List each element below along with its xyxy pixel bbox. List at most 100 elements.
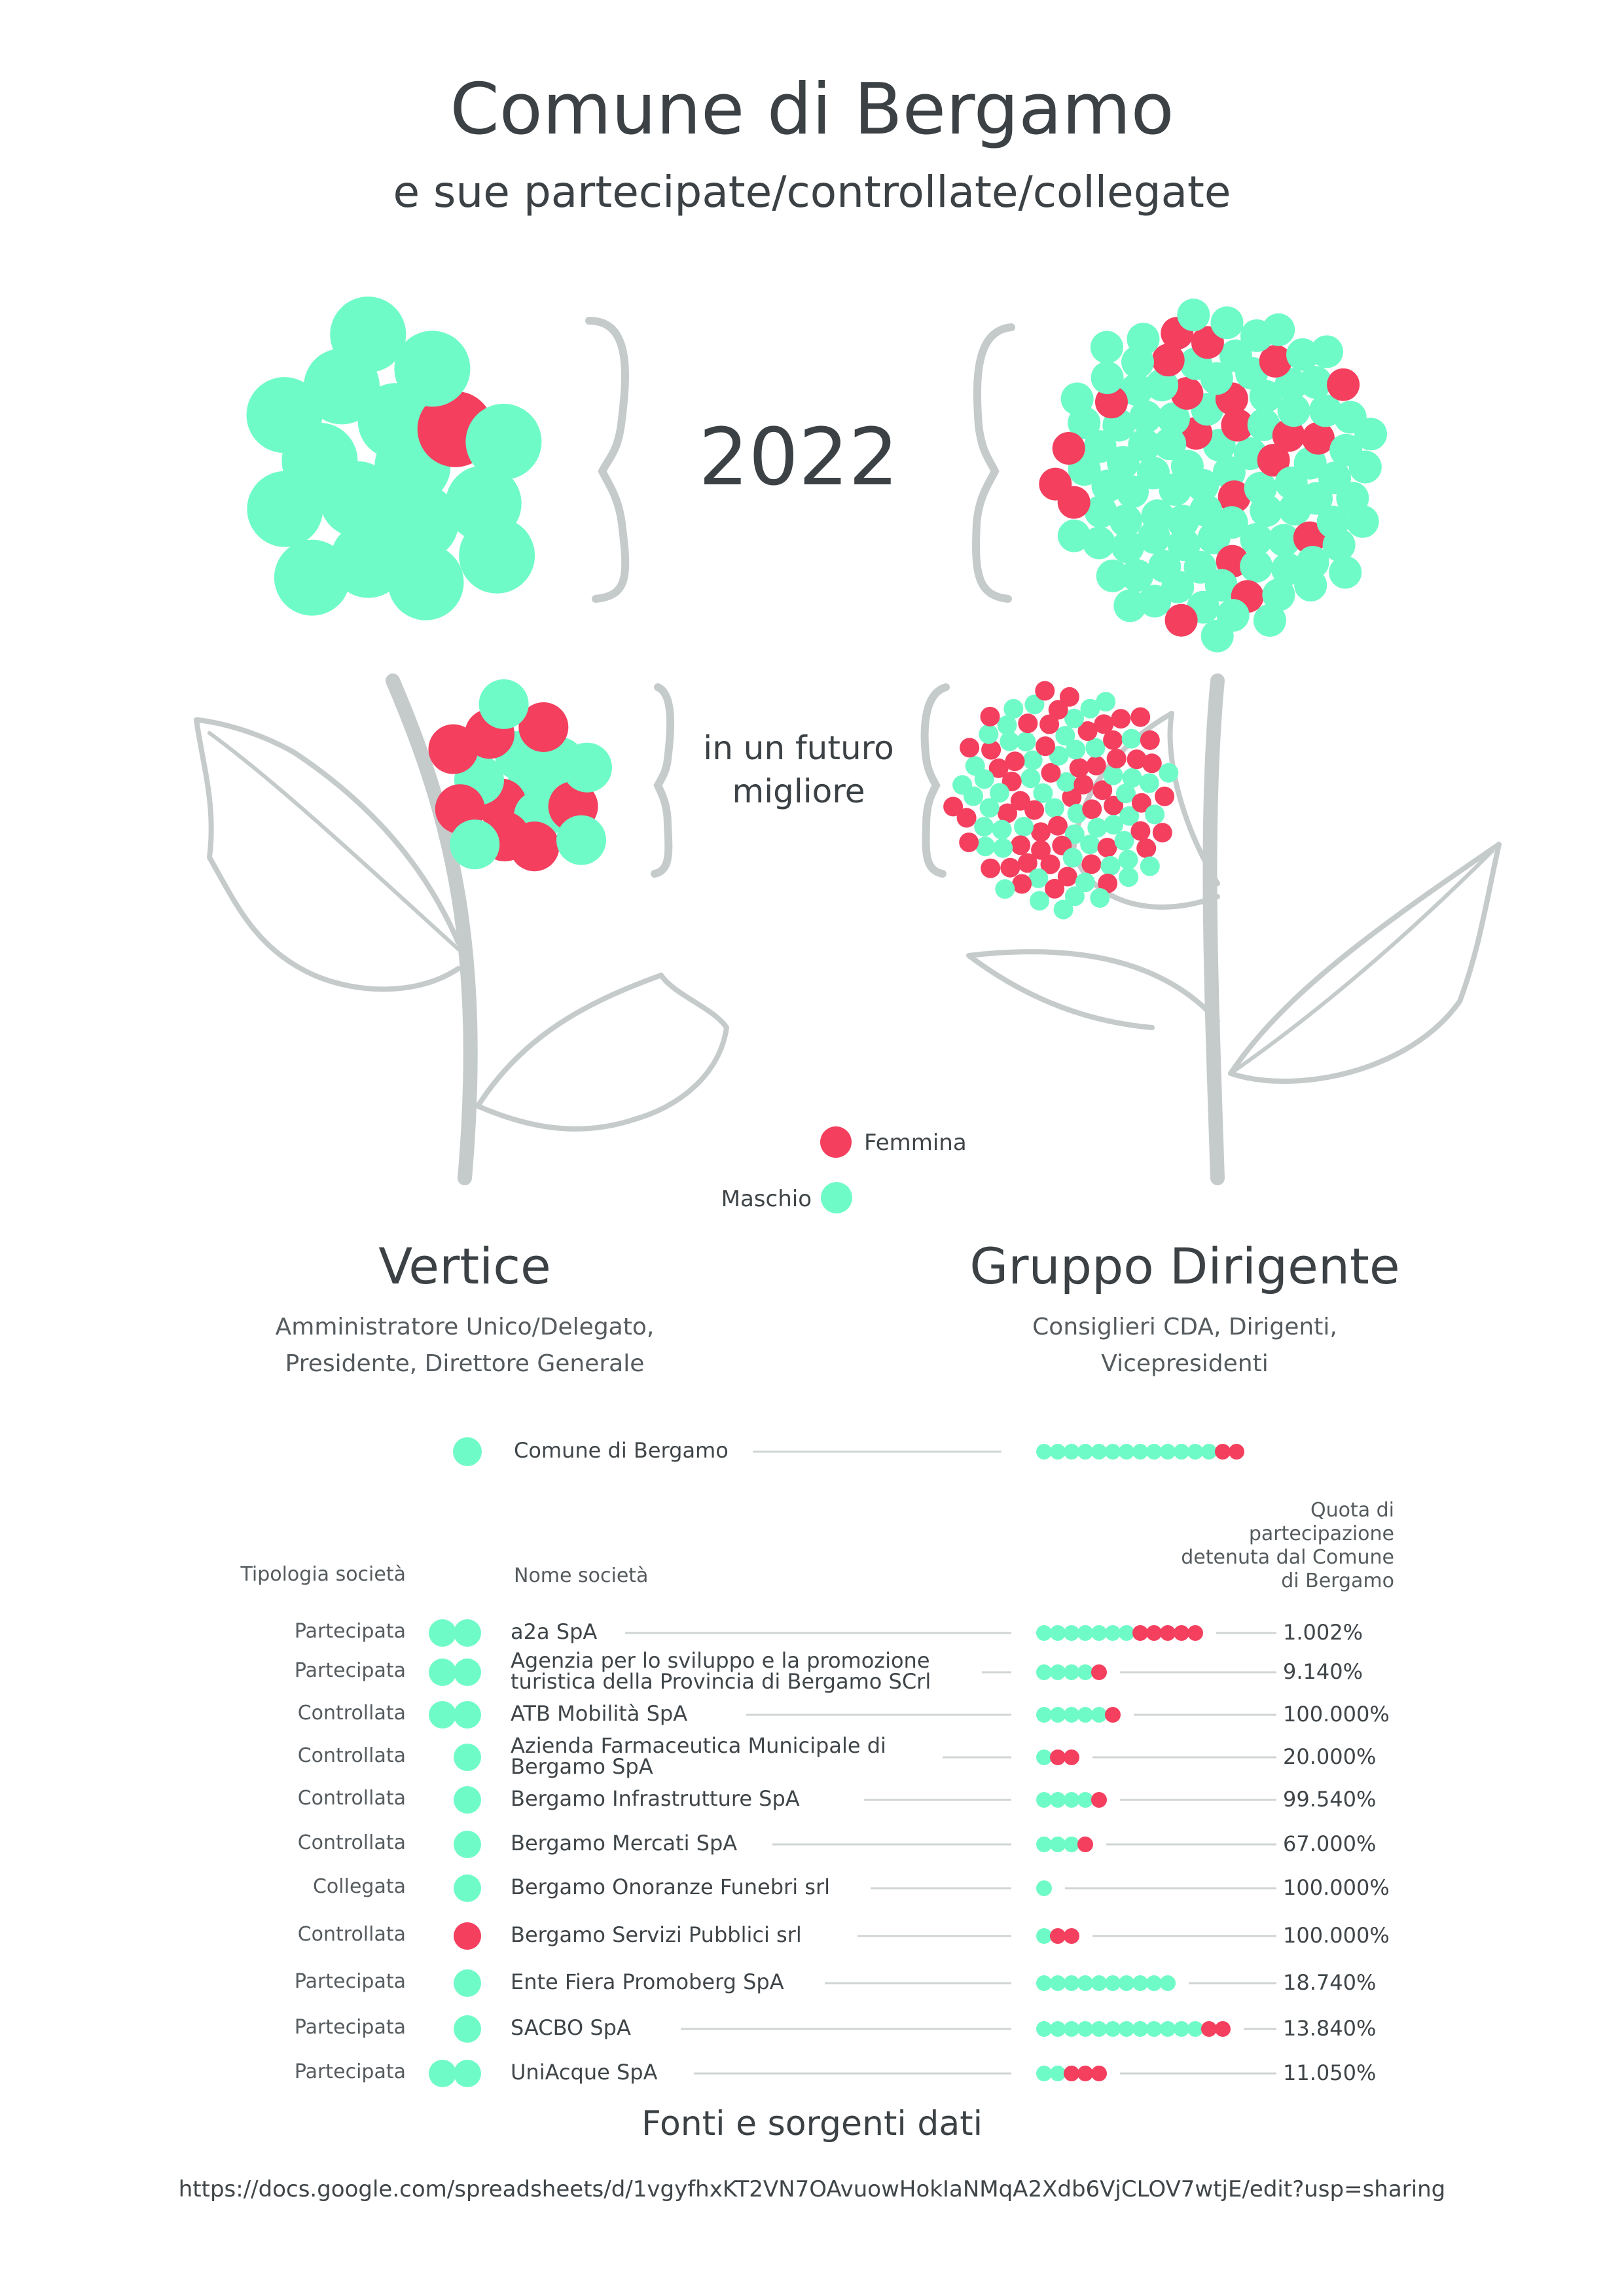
femmina-dot — [1074, 774, 1094, 795]
maschio-dot — [1197, 522, 1231, 554]
maschio-dot — [1271, 552, 1305, 586]
left-leaf-large — [194, 717, 461, 992]
maschio-dot — [1060, 382, 1094, 416]
maschio-dot — [1200, 619, 1234, 653]
maschio-dot — [1036, 1928, 1052, 1944]
femmina-dot — [988, 758, 1009, 778]
maschio-dot — [1050, 1664, 1066, 1680]
maschio-dot — [1050, 1444, 1066, 1460]
right-leaf-large — [1228, 842, 1502, 1084]
maschio-dot — [1132, 1444, 1148, 1460]
gruppo-title: Gruppo Dirigente — [969, 1237, 1400, 1295]
row-nome-line1: Bergamo Infrastrutture SpA — [511, 1786, 800, 1811]
maschio-dot — [1122, 768, 1142, 788]
femmina-dot — [1052, 432, 1085, 465]
maschio-dot — [1062, 848, 1083, 868]
maschio-dot — [1346, 505, 1379, 538]
maschio-dot — [952, 775, 973, 795]
row-nome: Ente Fiera Promoberg SpA — [511, 1971, 784, 1992]
femmina-dot — [1103, 730, 1123, 750]
header-tipologia: Tipologia società — [240, 1563, 406, 1586]
maschio-dot — [1247, 408, 1280, 441]
brace-vertice-2022 — [585, 317, 630, 603]
maschio-dot — [1146, 1975, 1162, 1991]
maschio-dot — [429, 2060, 456, 2087]
row-nome-line1: Bergamo Onoranze Funebri srl — [511, 1874, 830, 1899]
maschio-dot — [454, 1701, 481, 1729]
left-stem — [386, 673, 478, 1185]
maschio-dot — [995, 879, 1015, 899]
header-quota: Quota di partecipazione detenuta dal Com… — [1100, 1499, 1394, 1593]
maschio-dot — [1003, 699, 1024, 719]
maschio-dot — [1354, 418, 1387, 451]
flower-vertice-future — [428, 679, 612, 872]
maschio-dot — [1064, 1664, 1079, 1680]
maschio-dot — [1267, 524, 1301, 557]
maschio-dot — [1084, 495, 1117, 528]
femmina-dot — [981, 858, 1001, 878]
maschio-dot — [1146, 368, 1179, 402]
maschio-dot — [965, 756, 985, 776]
maschio-dot — [1187, 2021, 1203, 2037]
femmina-dot — [1036, 736, 1055, 757]
maschio-dot — [1294, 569, 1327, 601]
maschio-dot — [1044, 798, 1064, 818]
row-nome: Agenzia per lo sviluppo e la promozione t… — [511, 1650, 931, 1692]
maschio-dot — [1050, 1625, 1066, 1641]
femmina-dot — [1104, 795, 1124, 816]
row-nome-line1: SACBO SpA — [511, 2015, 631, 2040]
maschio-dot — [1050, 1707, 1066, 1723]
vertice-description: Amministratore Unico/Delegato, President… — [216, 1309, 713, 1382]
femmina-dot — [1187, 1625, 1203, 1641]
row-nome: Bergamo Infrastrutture SpA — [511, 1788, 800, 1809]
legend-maschio-dot — [821, 1182, 852, 1213]
maschio-dot — [1240, 550, 1273, 583]
maschio-dot — [1105, 1625, 1121, 1641]
maschio-dot — [246, 377, 323, 454]
row-quota: 13.840% — [1283, 2016, 1377, 2041]
femmina-dot — [1257, 444, 1290, 477]
gruppo-desc-line2: Vicepresidenti — [1101, 1350, 1269, 1377]
row-tipologia: Partecipata — [294, 2060, 406, 2083]
femmina-dot — [1041, 762, 1061, 783]
femmina-dot — [1091, 1664, 1107, 1680]
femmina-dot — [1031, 822, 1051, 842]
maschio-dot — [1240, 523, 1273, 556]
row-quota: 18.740% — [1283, 1970, 1377, 1995]
maschio-dot — [1077, 1975, 1093, 1991]
sources-url[interactable]: https://docs.google.com/spreadsheets/d/1… — [178, 2176, 1446, 2202]
maschio-dot — [1146, 1444, 1162, 1460]
left-leaf-vein — [208, 731, 460, 951]
maschio-dot — [1100, 855, 1121, 876]
maschio-dot — [1253, 603, 1286, 637]
maschio-dot — [1177, 298, 1210, 332]
row-quota: 11.050% — [1283, 2060, 1377, 2085]
maschio-dot — [1113, 589, 1147, 622]
header-quota-2: partecipazione — [1248, 1522, 1394, 1545]
maschio-dot — [1137, 521, 1170, 554]
maschio-dot — [1064, 1975, 1079, 1991]
femmina-dot — [1047, 816, 1068, 836]
femmina-dot — [1259, 344, 1292, 378]
femmina-dot — [454, 1922, 481, 1950]
maschio-dot — [1036, 1749, 1052, 1765]
maschio-dot — [454, 1874, 481, 1902]
maschio-dot — [1119, 1975, 1134, 1991]
maschio-dot — [1036, 1707, 1052, 1723]
femmina-dot — [1091, 2066, 1107, 2081]
maschio-dot — [1310, 335, 1343, 368]
maschio-dot — [1053, 899, 1074, 920]
maschio-dot — [1036, 1837, 1052, 1852]
femmina-dot — [959, 833, 979, 852]
maschio-dot — [1119, 1444, 1134, 1460]
maschio-dot — [1064, 1837, 1079, 1852]
maschio-dot — [1083, 526, 1115, 560]
maschio-dot — [1080, 698, 1100, 719]
maschio-dot — [1212, 456, 1246, 489]
maschio-dot — [1132, 2021, 1148, 2037]
femmina-dot — [1050, 1928, 1066, 1944]
row-quota: 9.140% — [1283, 1659, 1363, 1684]
femmina-dot — [1086, 755, 1106, 776]
flower-gruppo-2022 — [1039, 298, 1387, 653]
maschio-dot — [1091, 361, 1124, 395]
